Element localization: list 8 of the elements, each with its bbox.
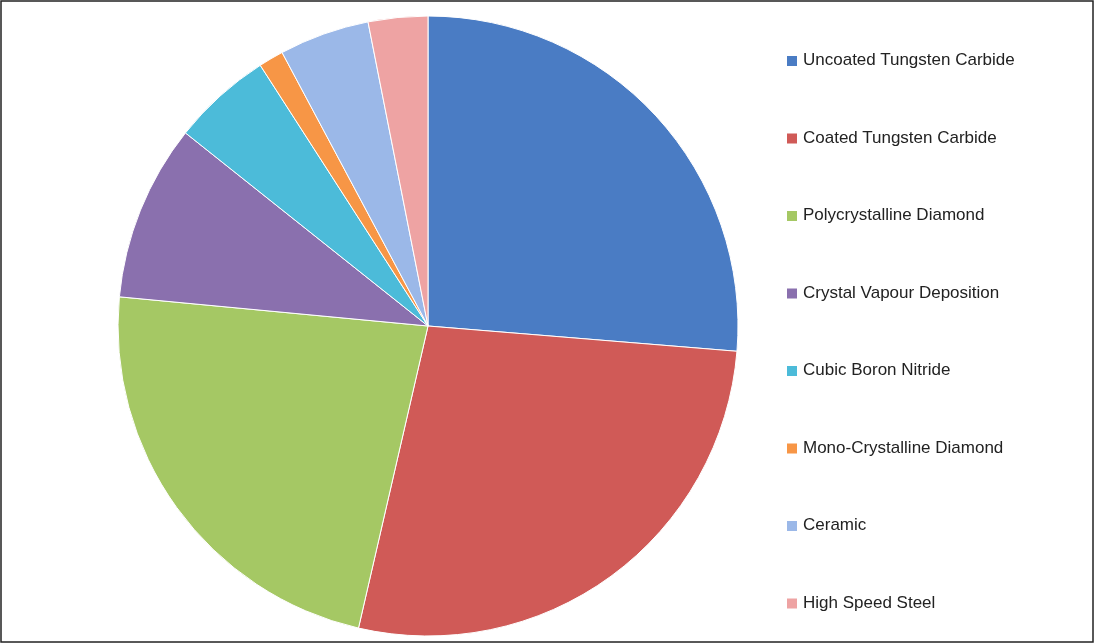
legend-label: Mono-Crystalline Diamond bbox=[803, 437, 1004, 457]
legend-label: High Speed Steel bbox=[803, 592, 936, 612]
legend-label: Uncoated Tungsten Carbide bbox=[803, 50, 1015, 70]
legend-label: Ceramic bbox=[803, 515, 867, 535]
legend-label: Cubic Boron Nitride bbox=[803, 360, 951, 380]
legend-label: Coated Tungsten Carbide bbox=[803, 127, 997, 147]
legend-label: Polycrystalline Diamond bbox=[803, 205, 985, 225]
legend-label: Crystal Vapour Deposition bbox=[803, 282, 1000, 302]
